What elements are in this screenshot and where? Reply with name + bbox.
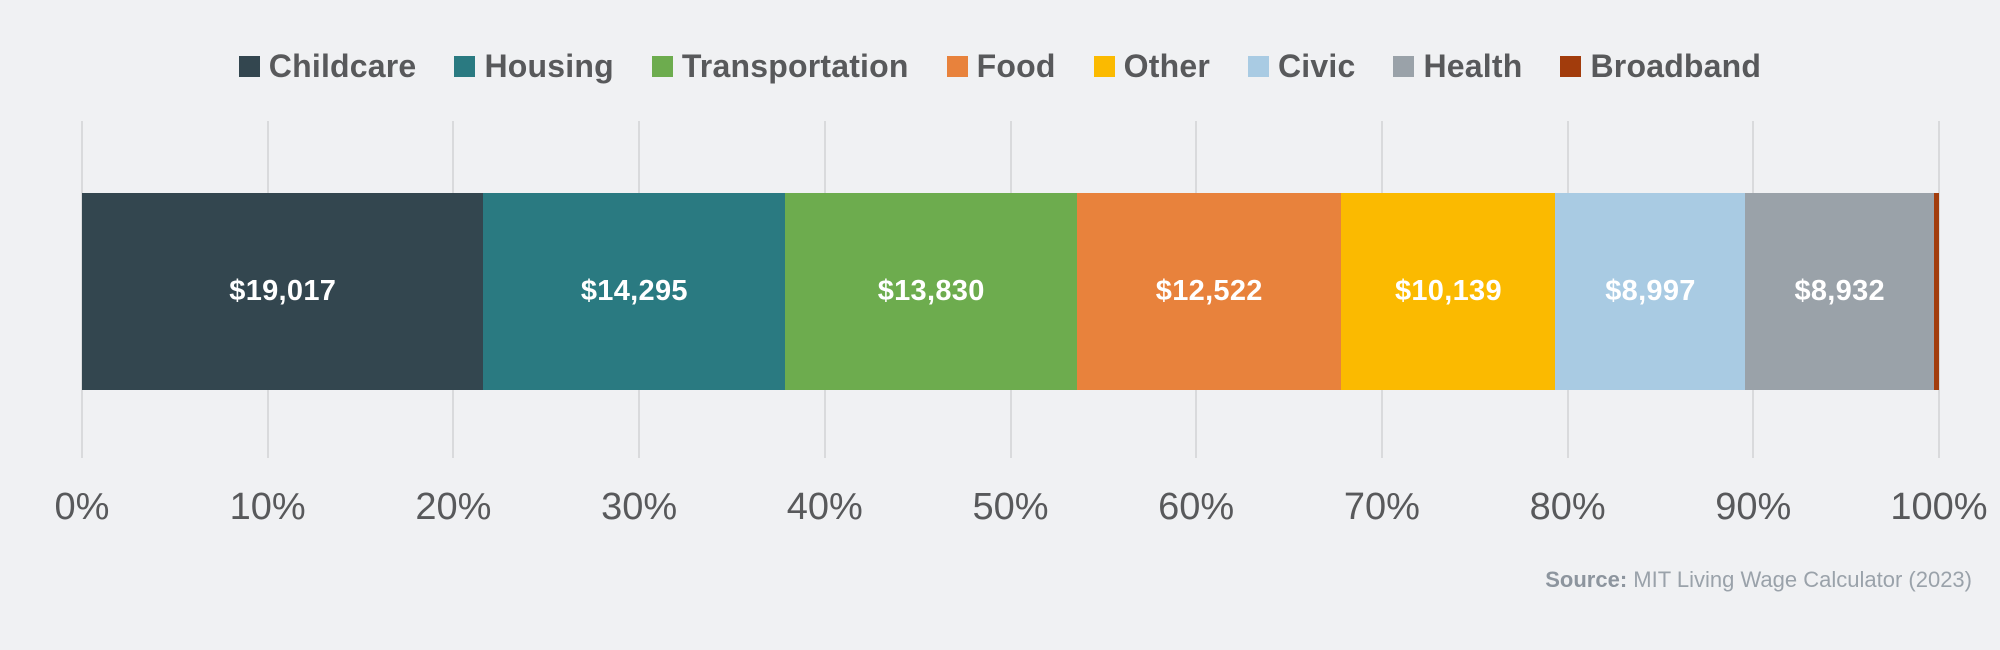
legend-item-broadband: Broadband [1560, 48, 1761, 85]
segment-value-label: $10,139 [1394, 275, 1502, 307]
chart-legend: Childcare Housing Transportation Food Other C… [0, 48, 2000, 85]
x-tick-label: 10% [229, 486, 306, 528]
legend-label: Health [1423, 48, 1523, 84]
legend-label: Civic [1278, 48, 1356, 84]
gridline [1938, 121, 1940, 458]
legend-swatch-icon [1560, 56, 1582, 77]
bar-segment-broadband [1933, 193, 1939, 390]
segment-value-label: $19,017 [229, 275, 337, 307]
source-label: Source: [1545, 567, 1628, 592]
x-tick-label: 100% [1890, 486, 1988, 528]
segment-value-label: $12,522 [1155, 275, 1263, 307]
legend-item-health: Health [1393, 48, 1522, 85]
legend-item-transportation: Transportation [651, 48, 909, 85]
x-tick-label: 50% [972, 486, 1049, 528]
legend-swatch-icon [238, 56, 260, 77]
legend-label: Transportation [681, 48, 909, 84]
bar-segment-civic: $8,997 [1555, 193, 1746, 390]
legend-item-civic: Civic [1248, 48, 1355, 85]
x-tick-label: 60% [1158, 486, 1235, 528]
bar-segment-food: $12,522 [1077, 193, 1342, 390]
bar-segment-childcare: $19,017 [82, 193, 484, 390]
plot-area: $19,017 $14,295 $13,830 $12,522 $10,139 $8,99… [55, 0, 1988, 650]
legend-item-other: Other [1093, 48, 1210, 85]
x-tick-label: 20% [415, 486, 492, 528]
bar-segment-other: $10,139 [1341, 193, 1556, 390]
legend-swatch-icon [1248, 56, 1269, 77]
legend-label: Childcare [268, 48, 417, 84]
x-tick-label: 40% [786, 486, 863, 528]
legend-swatch-icon [946, 56, 968, 77]
segment-value-label: $14,295 [580, 275, 688, 307]
x-tick-label: 80% [1529, 486, 1606, 528]
segment-value-label: $8,997 [1605, 275, 1696, 307]
x-tick-label: 90% [1715, 486, 1792, 528]
source-note: Source: MIT Living Wage Calculator (2023… [1545, 567, 1972, 593]
bar-segment-transportation: $13,830 [785, 193, 1078, 390]
bar-segment-housing: $14,295 [483, 193, 786, 390]
legend-item-food: Food [946, 48, 1056, 85]
legend-label: Broadband [1590, 48, 1762, 84]
legend-item-housing: Housing [454, 48, 614, 85]
legend-item-childcare: Childcare [238, 48, 417, 85]
legend-swatch-icon [1093, 56, 1115, 77]
stacked-bar: $19,017 $14,295 $13,830 $12,522 $10,139 $8,99… [82, 193, 1939, 390]
legend-swatch-icon [1393, 56, 1415, 77]
legend-swatch-icon [651, 56, 673, 77]
x-tick-label: 30% [601, 486, 678, 528]
source-text: MIT Living Wage Calculator (2023) [1627, 567, 1972, 592]
legend-label: Other [1123, 48, 1210, 84]
x-tick-label: 0% [54, 486, 110, 528]
bar-segment-health: $8,932 [1745, 193, 1934, 390]
legend-label: Housing [484, 48, 614, 84]
legend-swatch-icon [454, 56, 476, 77]
segment-value-label: $13,830 [877, 275, 985, 307]
segment-value-label: $8,932 [1794, 275, 1885, 307]
legend-label: Food [976, 48, 1056, 84]
x-tick-label: 70% [1343, 486, 1420, 528]
